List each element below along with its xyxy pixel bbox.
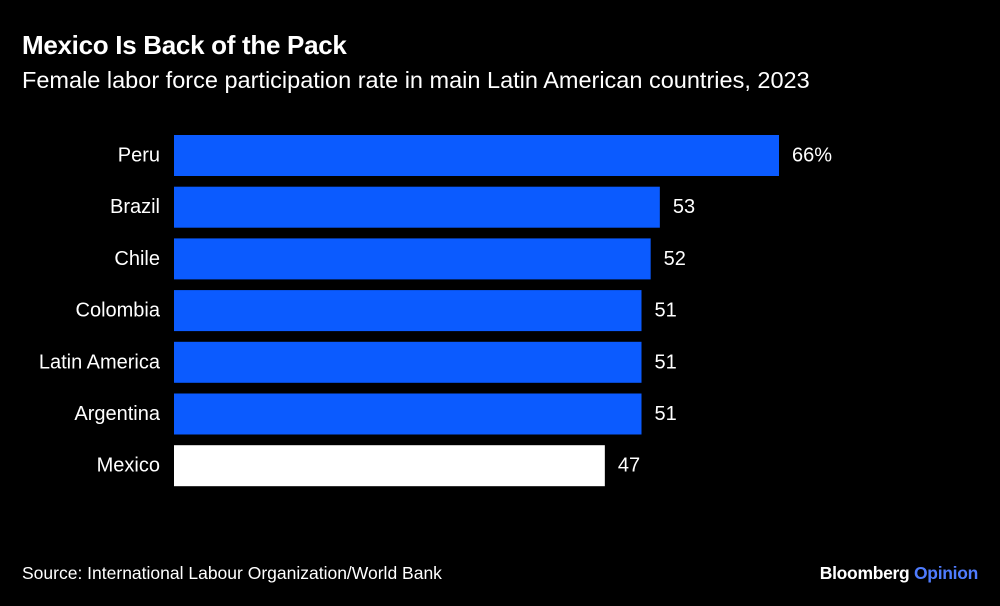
value-label-argentina: 51: [655, 403, 677, 425]
bar-brazil: [174, 186, 660, 228]
value-label-chile: 52: [664, 248, 686, 270]
value-label-brazil: 53: [673, 196, 695, 218]
bar-latin-america: [174, 341, 642, 383]
bar-chart: Peru 66% Brazil 53 Chile 52 Colombia 51 Latin Am…: [39, 135, 832, 487]
brand-accent: Opinion: [914, 563, 978, 583]
brand-main: Bloomberg: [819, 563, 910, 583]
category-label-colombia: Colombia: [76, 300, 161, 322]
chart-title: Mexico Is Back of the Pack: [22, 30, 347, 60]
value-label-mexico: 47: [618, 455, 640, 477]
bar-chile: [174, 238, 651, 280]
category-label-mexico: Mexico: [97, 455, 160, 477]
value-label-latin-america: 51: [655, 351, 677, 373]
value-label-peru: 66%: [792, 145, 832, 167]
chart-subtitle: Female labor force participation rate in…: [22, 67, 810, 93]
source-note: Source: International Labour Organizatio…: [22, 563, 442, 583]
bar-argentina: [174, 393, 642, 435]
value-label-colombia: 51: [655, 300, 677, 322]
bar-colombia: [174, 290, 642, 332]
category-label-latin-america: Latin America: [39, 351, 161, 373]
category-label-argentina: Argentina: [74, 403, 160, 425]
category-label-chile: Chile: [114, 248, 160, 270]
bar-peru: [174, 135, 779, 176]
brand-logo: Bloomberg Opinion: [819, 563, 979, 584]
category-label-peru: Peru: [118, 145, 160, 167]
bar-mexico: [174, 445, 605, 487]
category-label-brazil: Brazil: [110, 196, 160, 218]
